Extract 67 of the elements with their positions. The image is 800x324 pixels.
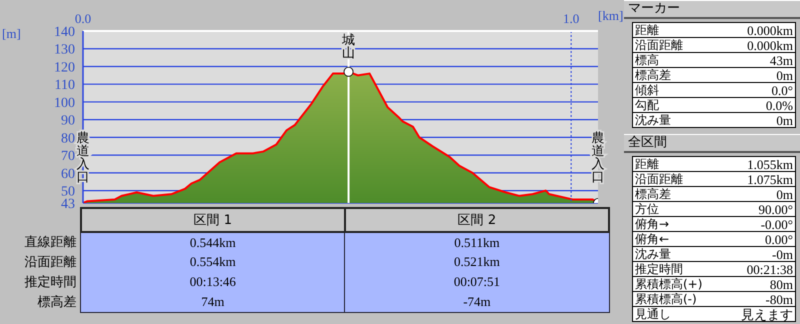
- x-tick-label: 1.0: [563, 11, 580, 26]
- text: マーカー: [624, 0, 800, 19]
- text: 0.544km: [190, 234, 236, 250]
- text: 00:21:38: [746, 262, 793, 277]
- ref-line-label: 城山: [341, 33, 356, 61]
- category-label: 推定時間: [635, 262, 683, 276]
- text: 0.00°: [765, 232, 793, 247]
- category-label: 累積標高(+): [635, 276, 702, 291]
- category-label: 累積標高(-): [635, 292, 697, 306]
- text: 0.521km: [454, 254, 500, 269]
- y-tick-label: 140: [54, 24, 75, 40]
- text: 74m: [201, 294, 224, 309]
- y-tick-label: 90: [61, 114, 75, 129]
- category-label: 標高差: [37, 295, 76, 310]
- category-label: 直線距離: [24, 235, 76, 250]
- text: 0.000km: [747, 22, 793, 38]
- text: 80m: [770, 276, 793, 292]
- y-tick-label: 110: [54, 78, 75, 94]
- category-label: 標高差: [635, 68, 671, 82]
- text: 0m: [776, 186, 793, 202]
- y-tick-label: 80: [61, 131, 75, 146]
- text: 0.554km: [190, 254, 236, 269]
- text: -0.00°: [760, 216, 793, 232]
- category-label: 距離: [635, 22, 659, 36]
- category-label: 沿面距離: [635, 172, 683, 186]
- category-label: 見通し: [635, 306, 671, 321]
- y-tick-label: 100: [54, 96, 75, 111]
- text: 0.0°: [772, 82, 793, 98]
- y-tick-label: 120: [54, 60, 75, 76]
- text: 見えます: [741, 306, 793, 322]
- y-axis-title: [m]: [2, 26, 21, 42]
- category-label: 標高差: [635, 186, 671, 201]
- y-tick-label: 70: [61, 149, 75, 164]
- category-label: 沿面距離: [24, 255, 76, 270]
- text: 0m: [776, 68, 793, 82]
- category-label: 沿面距離: [635, 38, 683, 52]
- category-label: 標高: [635, 52, 659, 66]
- category-label: 距離: [635, 156, 659, 171]
- text: -80m: [766, 292, 793, 307]
- text: 1.055km: [747, 156, 793, 172]
- text: 0.0%: [766, 98, 793, 112]
- category-label: 沈み量: [635, 112, 671, 126]
- x-tick-label: 0.0: [74, 11, 92, 26]
- category-label: 沈み量: [635, 246, 671, 261]
- text: 90.00°: [758, 202, 793, 217]
- text: 0.000km: [747, 38, 793, 52]
- category-label: 勾配: [635, 98, 659, 112]
- text: 43m: [770, 52, 793, 68]
- text: 00:07:51: [454, 274, 500, 289]
- text: 全区間: [624, 134, 800, 154]
- category-label: 方位: [635, 202, 659, 216]
- annotation: 農道入口: [592, 131, 604, 185]
- x-axis-title: [km]: [598, 8, 624, 24]
- text: -74m: [463, 294, 491, 309]
- category-label: 区間 1: [80, 208, 345, 232]
- text: 0.511km: [454, 234, 500, 250]
- y-tick-label: 130: [54, 42, 75, 58]
- text: -0m: [772, 246, 793, 262]
- category-label: 俯角←: [635, 232, 670, 246]
- text: 0m: [776, 112, 793, 128]
- category-label: 区間 2: [344, 208, 609, 232]
- text: 00:13:46: [190, 274, 236, 289]
- y-tick-label: 60: [61, 166, 75, 182]
- category-label: 推定時間: [24, 275, 76, 290]
- text: 1.075km: [747, 172, 793, 187]
- category-label: 傾斜: [635, 82, 659, 96]
- category-label: 俯角→: [635, 216, 670, 231]
